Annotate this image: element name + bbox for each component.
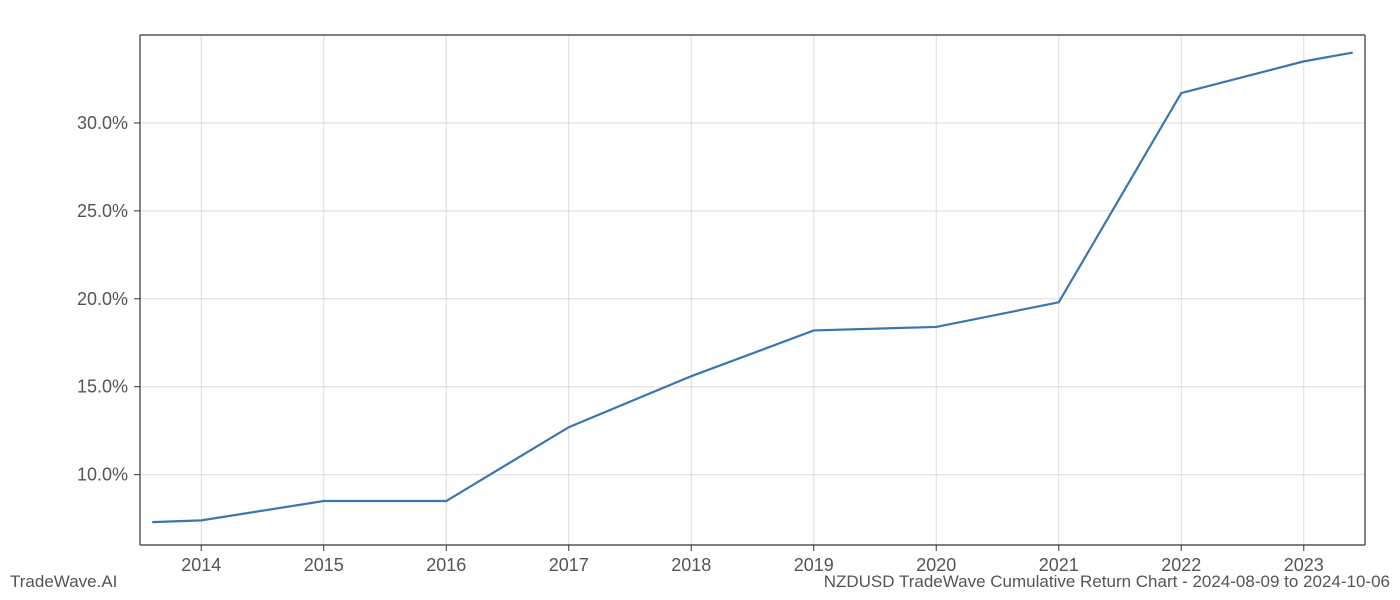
y-tick-label: 25.0%	[77, 201, 128, 221]
x-tick-label: 2018	[671, 555, 711, 575]
x-tick-label: 2014	[181, 555, 221, 575]
y-tick-label: 15.0%	[77, 377, 128, 397]
x-tick-label: 2017	[549, 555, 589, 575]
line-chart: 2014201520162017201820192020202120222023…	[0, 0, 1400, 600]
x-tick-label: 2016	[426, 555, 466, 575]
x-tick-label: 2015	[304, 555, 344, 575]
y-tick-label: 20.0%	[77, 289, 128, 309]
chart-container: 2014201520162017201820192020202120222023…	[0, 0, 1400, 600]
footer-caption: NZDUSD TradeWave Cumulative Return Chart…	[824, 572, 1390, 592]
footer-brand: TradeWave.AI	[10, 572, 117, 592]
y-tick-label: 10.0%	[77, 465, 128, 485]
y-tick-label: 30.0%	[77, 113, 128, 133]
